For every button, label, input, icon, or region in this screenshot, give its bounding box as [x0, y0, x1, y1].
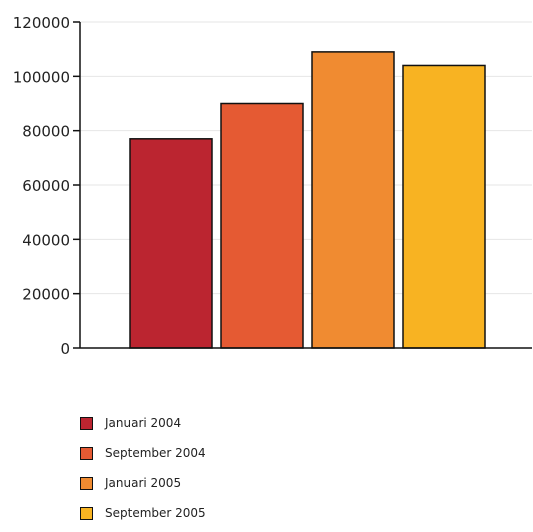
- legend-label: September 2004: [105, 446, 206, 460]
- y-tick-label: 120000: [13, 14, 70, 32]
- bar-4: [402, 64, 486, 349]
- y-tick-label: 40000: [22, 231, 70, 249]
- bar-1: [129, 138, 213, 349]
- legend-label: Januari 2005: [105, 476, 182, 490]
- legend-label: September 2005: [105, 506, 206, 520]
- legend-swatch: [80, 476, 93, 490]
- bar-2: [220, 102, 304, 349]
- bars: [129, 51, 486, 349]
- legend-item: September 2005: [80, 502, 206, 524]
- legend-swatch: [80, 506, 93, 520]
- y-tick-label: 0: [60, 340, 70, 358]
- y-tick-label: 20000: [22, 286, 70, 304]
- bar-3: [311, 51, 395, 349]
- y-tick-label: 80000: [22, 123, 70, 141]
- legend-swatch: [80, 416, 93, 430]
- bar-chart: 0 20000 40000 60000 80000 100000 120000: [13, 14, 532, 358]
- y-tick-label: 60000: [22, 177, 70, 195]
- legend-item: Januari 2005: [80, 472, 206, 494]
- legend-item: September 2004: [80, 442, 206, 464]
- legend-swatch: [80, 446, 93, 460]
- legend: Januari 2004 September 2004 Januari 2005 Se…: [80, 412, 206, 532]
- y-axis: 0 20000 40000 60000 80000 100000 120000: [13, 14, 81, 358]
- y-tick-label: 100000: [13, 68, 70, 86]
- legend-item: Januari 2004: [80, 412, 206, 434]
- legend-label: Januari 2004: [105, 416, 182, 430]
